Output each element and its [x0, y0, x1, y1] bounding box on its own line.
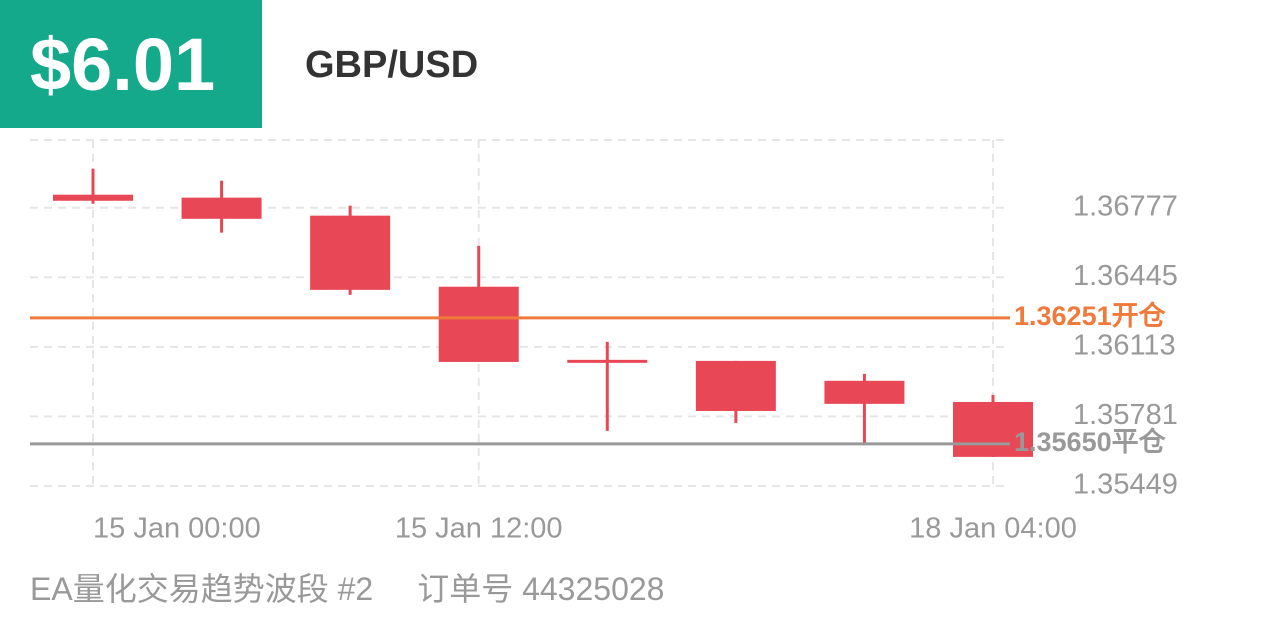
symbol: GBP/USD: [305, 44, 479, 86]
reference-label: 1.36251开仓: [1014, 301, 1167, 331]
x-tick-label: 15 Jan 12:00: [395, 513, 563, 545]
candle-body: [695, 360, 776, 411]
strategy: EA量化交易趋势波段 #2: [30, 571, 374, 607]
candle-body: [824, 380, 905, 404]
y-tick-label: 1.36445: [1073, 260, 1178, 292]
x-tick-label: 18 Jan 04:00: [909, 513, 1077, 545]
y-tick-label: 1.36777: [1073, 190, 1178, 222]
y-tick-label: 1.35781: [1073, 399, 1178, 431]
reference-label: 1.35650平仓: [1014, 427, 1167, 457]
candle-body: [181, 197, 262, 219]
x-tick-label: 15 Jan 00:00: [93, 513, 261, 545]
y-tick-label: 1.35449: [1073, 469, 1178, 501]
footer: EA量化交易趋势波段 #2 订单号 44325028: [30, 564, 664, 610]
profit: $6.01: [30, 23, 216, 106]
candle-body: [953, 401, 1033, 457]
candle-body: [567, 359, 648, 363]
profit-badge: $6.01: [0, 0, 262, 128]
y-tick-label: 1.36113: [1073, 330, 1176, 362]
candle-body: [310, 215, 391, 290]
order-number: 订单号 44325028: [417, 571, 665, 607]
chart: 1.35449 1.35781 1.36113 1.36445 1.36777 15 Ja…: [30, 139, 1178, 545]
candle-body: [53, 194, 133, 201]
candle-body: [438, 286, 519, 362]
